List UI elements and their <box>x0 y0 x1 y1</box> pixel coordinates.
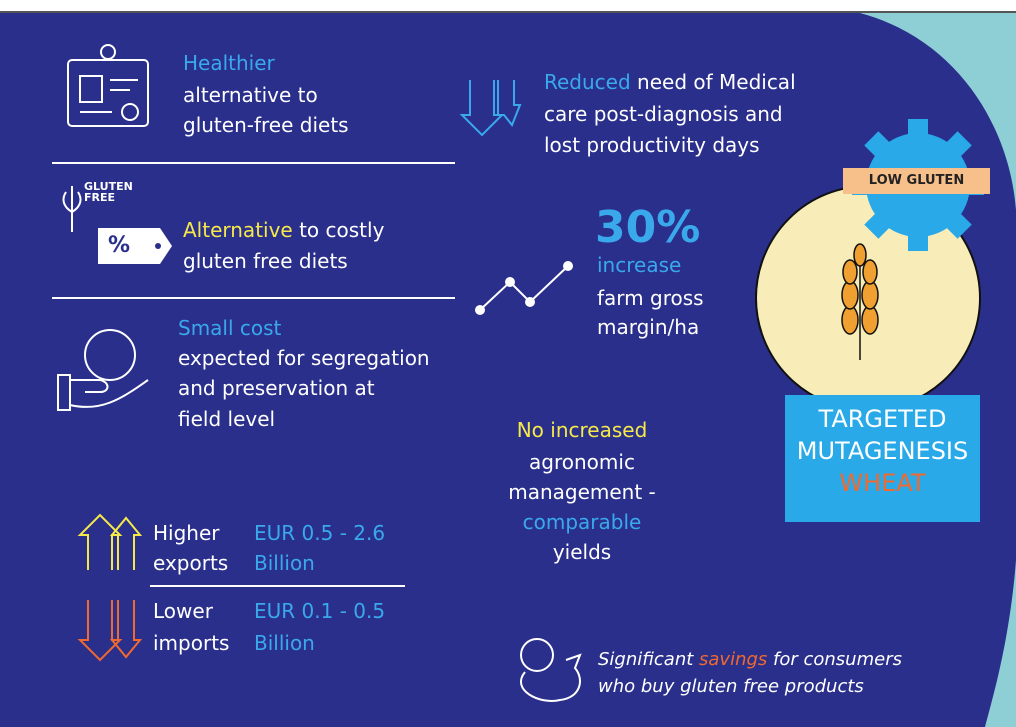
trade-label: exports <box>153 551 229 575</box>
text-line: gluten-free diets <box>183 113 349 137</box>
icon-label: FREE <box>84 191 116 204</box>
badge: LOW GLUTEN <box>868 173 965 188</box>
highlight: increase <box>597 253 682 277</box>
trade-value: Billion <box>254 631 315 655</box>
title-line: TARGETED <box>818 405 947 433</box>
figure: 30% <box>595 202 701 253</box>
text-line: gluten free diets <box>183 249 348 273</box>
text-line: agronomic <box>529 450 635 474</box>
highlight: Small cost <box>178 316 282 340</box>
text-line: expected for segregation <box>178 346 430 370</box>
text: Significant <box>598 649 700 670</box>
title-line: MUTAGENESIS <box>796 437 969 465</box>
trade-label: Higher <box>153 521 220 545</box>
text-line: alternative to <box>183 83 318 107</box>
text-line: management - <box>508 480 656 504</box>
text-line: field level <box>178 407 276 431</box>
text-line: yields <box>552 540 612 564</box>
highlight: Healthier <box>183 51 275 75</box>
text-line: lost productivity days <box>544 133 760 157</box>
highlight: comparable <box>522 510 642 534</box>
highlight: Reduced <box>544 70 631 94</box>
highlight: Alternative <box>183 218 293 242</box>
tag: % <box>108 233 131 258</box>
trade-label: imports <box>153 631 230 655</box>
text-line: and preservation at <box>178 376 375 400</box>
icon-label: GLUTEN <box>84 180 133 193</box>
trade-value: Billion <box>254 551 315 575</box>
text: need of Medical <box>630 70 796 94</box>
trade-value: EUR 0.5 - 2.6 <box>254 521 386 545</box>
text: for consumers <box>767 649 902 670</box>
text: to costly <box>292 218 385 242</box>
trade-label: Lower <box>153 599 213 623</box>
text-line: farm gross <box>597 286 704 310</box>
trade-value: EUR 0.1 - 0.5 <box>254 599 386 623</box>
text-line: margin/ha <box>597 315 700 339</box>
text-line: care post-diagnosis and <box>544 102 783 126</box>
highlight: savings <box>699 649 768 670</box>
title-highlight: WHEAT <box>839 469 926 497</box>
text-line: who buy gluten free products <box>598 676 864 697</box>
highlight: No increased <box>516 418 648 442</box>
